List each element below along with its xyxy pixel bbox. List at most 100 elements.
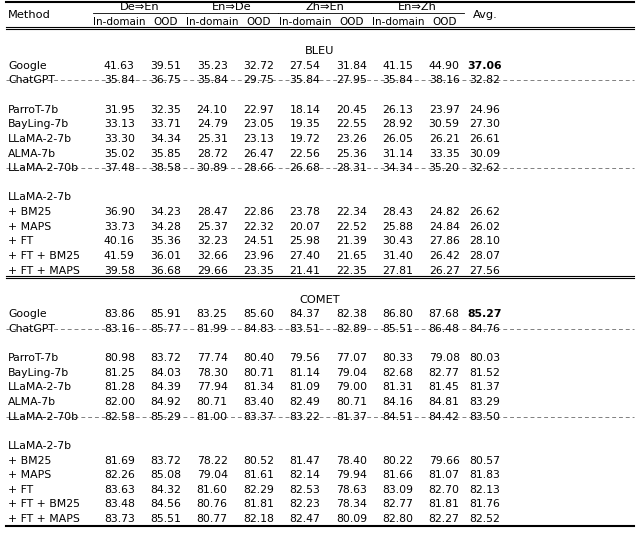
- Text: 41.59: 41.59: [104, 251, 135, 261]
- Text: 35.23: 35.23: [196, 61, 228, 71]
- Text: 20.07: 20.07: [289, 222, 321, 232]
- Text: 35.84: 35.84: [382, 75, 413, 85]
- Text: Avg.: Avg.: [472, 10, 497, 19]
- Text: 41.63: 41.63: [104, 61, 135, 71]
- Text: 27.95: 27.95: [336, 75, 367, 85]
- Text: 82.13: 82.13: [469, 485, 500, 495]
- Text: 83.25: 83.25: [196, 309, 228, 319]
- Text: 85.51: 85.51: [150, 514, 181, 524]
- Text: 78.40: 78.40: [336, 456, 367, 466]
- Text: 77.94: 77.94: [196, 382, 228, 392]
- Text: 83.72: 83.72: [150, 456, 181, 466]
- Text: 28.10: 28.10: [469, 236, 500, 246]
- Text: 81.09: 81.09: [289, 382, 321, 392]
- Text: LLaMA-2-7b: LLaMA-2-7b: [8, 193, 72, 202]
- Text: 78.22: 78.22: [196, 456, 228, 466]
- Text: 82.27: 82.27: [429, 514, 460, 524]
- Text: 23.96: 23.96: [243, 251, 274, 261]
- Text: 84.42: 84.42: [429, 412, 460, 422]
- Text: 85.91: 85.91: [150, 309, 181, 319]
- Text: 32.35: 32.35: [150, 104, 181, 115]
- Text: 85.08: 85.08: [150, 470, 181, 480]
- Text: 27.81: 27.81: [382, 266, 413, 275]
- Text: Zh⇒En: Zh⇒En: [305, 2, 344, 12]
- Text: 25.98: 25.98: [289, 236, 321, 246]
- Text: 22.55: 22.55: [336, 119, 367, 129]
- Text: ParroT-7b: ParroT-7b: [8, 353, 60, 363]
- Text: 79.00: 79.00: [336, 382, 367, 392]
- Text: 80.09: 80.09: [336, 514, 367, 524]
- Text: 85.60: 85.60: [243, 309, 274, 319]
- Text: 78.34: 78.34: [336, 499, 367, 510]
- Text: BayLing-7b: BayLing-7b: [8, 119, 70, 129]
- Text: 39.51: 39.51: [150, 61, 181, 71]
- Text: 35.20: 35.20: [429, 163, 460, 173]
- Text: COMET: COMET: [300, 295, 340, 305]
- Text: 82.18: 82.18: [243, 514, 274, 524]
- Text: 82.14: 82.14: [289, 470, 321, 480]
- Text: 22.32: 22.32: [243, 222, 274, 232]
- Text: 22.56: 22.56: [289, 149, 321, 159]
- Text: 32.82: 32.82: [469, 75, 500, 85]
- Text: 25.88: 25.88: [382, 222, 413, 232]
- Text: 81.76: 81.76: [469, 499, 500, 510]
- Text: 80.33: 80.33: [382, 353, 413, 363]
- Text: OOD: OOD: [432, 17, 456, 27]
- Text: 38.16: 38.16: [429, 75, 460, 85]
- Text: ALMA-7b: ALMA-7b: [8, 397, 56, 407]
- Text: ChatGPT: ChatGPT: [8, 75, 55, 85]
- Text: 40.16: 40.16: [104, 236, 135, 246]
- Text: 26.68: 26.68: [289, 163, 321, 173]
- Text: 31.84: 31.84: [336, 61, 367, 71]
- Text: 39.58: 39.58: [104, 266, 135, 275]
- Text: 83.48: 83.48: [104, 499, 135, 510]
- Text: 81.28: 81.28: [104, 382, 135, 392]
- Text: 82.89: 82.89: [336, 324, 367, 334]
- Text: 35.84: 35.84: [196, 75, 228, 85]
- Text: 81.81: 81.81: [429, 499, 460, 510]
- Text: 80.22: 80.22: [382, 456, 413, 466]
- Text: LLaMA-2-7b: LLaMA-2-7b: [8, 441, 72, 451]
- Text: 83.72: 83.72: [150, 353, 181, 363]
- Text: 83.09: 83.09: [382, 485, 413, 495]
- Text: 26.05: 26.05: [382, 134, 413, 144]
- Text: 80.98: 80.98: [104, 353, 135, 363]
- Text: 36.01: 36.01: [150, 251, 181, 261]
- Text: 78.30: 78.30: [196, 368, 228, 378]
- Text: 81.69: 81.69: [104, 456, 135, 466]
- Text: 44.90: 44.90: [429, 61, 460, 71]
- Text: BayLing-7b: BayLing-7b: [8, 368, 70, 378]
- Text: 81.61: 81.61: [243, 470, 274, 480]
- Text: In-domain: In-domain: [371, 17, 424, 27]
- Text: 81.00: 81.00: [196, 412, 228, 422]
- Text: In-domain: In-domain: [93, 17, 146, 27]
- Text: LLaMA-2-70b: LLaMA-2-70b: [8, 412, 79, 422]
- Text: 81.45: 81.45: [429, 382, 460, 392]
- Text: 85.29: 85.29: [150, 412, 181, 422]
- Text: 24.96: 24.96: [469, 104, 500, 115]
- Text: 81.25: 81.25: [104, 368, 135, 378]
- Text: 77.74: 77.74: [196, 353, 228, 363]
- Text: 28.31: 28.31: [336, 163, 367, 173]
- Text: 34.34: 34.34: [150, 134, 181, 144]
- Text: 80.03: 80.03: [469, 353, 500, 363]
- Text: ChatGPT: ChatGPT: [8, 324, 55, 334]
- Text: LLaMA-2-70b: LLaMA-2-70b: [8, 163, 79, 173]
- Text: 27.56: 27.56: [469, 266, 500, 275]
- Text: ALMA-7b: ALMA-7b: [8, 149, 56, 159]
- Text: 81.66: 81.66: [382, 470, 413, 480]
- Text: 35.02: 35.02: [104, 149, 135, 159]
- Text: 82.77: 82.77: [429, 368, 460, 378]
- Text: 31.14: 31.14: [382, 149, 413, 159]
- Text: 83.51: 83.51: [289, 324, 321, 334]
- Text: 82.00: 82.00: [104, 397, 135, 407]
- Text: 22.86: 22.86: [243, 207, 274, 217]
- Text: 26.27: 26.27: [429, 266, 460, 275]
- Text: 79.56: 79.56: [289, 353, 321, 363]
- Text: 79.66: 79.66: [429, 456, 460, 466]
- Text: 82.49: 82.49: [289, 397, 321, 407]
- Text: OOD: OOD: [339, 17, 364, 27]
- Text: 82.47: 82.47: [289, 514, 321, 524]
- Text: 23.13: 23.13: [243, 134, 274, 144]
- Text: + MAPS: + MAPS: [8, 222, 52, 232]
